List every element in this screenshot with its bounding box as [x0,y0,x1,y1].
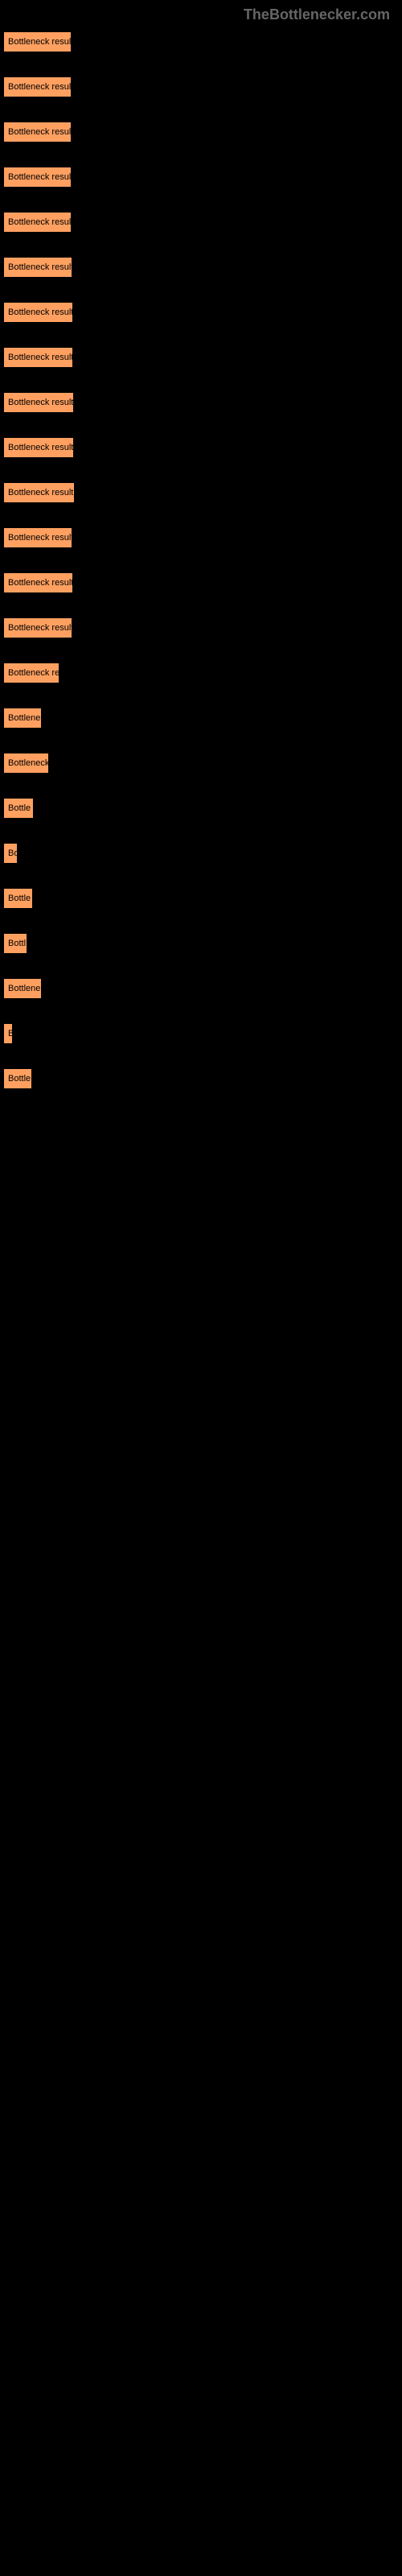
chart-bar: Bottleneck result [3,122,72,142]
bar-row: Bottleneck result [2,122,400,142]
bar-row: B [2,1023,400,1044]
bar-row: Bottleneck result [2,167,400,188]
site-title: TheBottlenecker.com [244,6,390,23]
bar-row: Bottleneck re [2,663,400,683]
chart-bar: Bottleneck result [3,167,72,188]
chart-bar: Bottleneck result [3,31,72,52]
chart-bar: Bottleneck result [3,617,72,638]
bar-row: Bottlene [2,978,400,999]
chart-bar: Bottlene [3,708,42,729]
bar-row: Bottleneck result [2,302,400,323]
chart-bar: Bottleneck result [3,437,74,458]
chart-bar: Bottl [3,933,27,954]
chart-bar: Bottleneck result [3,257,72,278]
bar-label: Bottleneck [8,758,48,768]
chart-bar: Bottleneck result [3,392,74,413]
bar-label: Bottl [8,939,26,948]
bar-row: Bottl [2,933,400,954]
chart-bar: Bo [3,843,18,864]
chart-bar: Bottleneck [3,753,49,774]
bar-row: Bottle [2,798,400,819]
chart-bar: Bottleneck result [3,347,73,368]
bar-label: Bottleneck result [8,578,72,588]
header: TheBottlenecker.com [0,0,402,27]
bar-row: Bottleneck result [2,257,400,278]
bar-label: Bo [8,848,17,858]
bar-label: Bottleneck result [8,623,72,633]
chart-bar: Bottleneck result [3,76,72,97]
bar-row: Bottleneck result [2,437,400,458]
bar-label: Bottle [8,1074,31,1084]
bar-label: Bottleneck result [8,488,73,497]
chart-bar: Bottleneck result [3,572,73,593]
bar-label: Bottleneck result [8,398,73,407]
bar-row: Bottleneck result [2,392,400,413]
bar-label: Bottleneck result [8,533,72,543]
chart-bar: Bottleneck result [3,482,75,503]
bar-label: Bottleneck result [8,82,71,92]
bar-row: Bottleneck result [2,76,400,97]
chart-bar: Bottlene [3,978,42,999]
bar-label: Bottleneck result [8,262,72,272]
chart-bar: Bottle [3,798,34,819]
bar-label: Bottle [8,894,31,903]
chart-bar: B [3,1023,13,1044]
chart-bar: Bottle [3,888,33,909]
bar-row: Bottlene [2,708,400,729]
bar-row: Bottleneck result [2,212,400,233]
bar-label: Bottleneck result [8,308,72,317]
bar-label: Bottleneck result [8,443,73,452]
chart-bar: Bottleneck re [3,663,59,683]
bar-row: Bottle [2,1068,400,1089]
bar-row: Bottleneck result [2,347,400,368]
bar-row: Bottleneck result [2,617,400,638]
bar-row: Bottleneck result [2,31,400,52]
bar-chart: Bottleneck result Bottleneck result Bottle… [0,27,402,1117]
bar-row: Bottle [2,888,400,909]
bar-label: Bottleneck result [8,172,71,182]
bar-row: Bottleneck result [2,527,400,548]
chart-bar: Bottleneck result [3,212,72,233]
bar-label: B [8,1029,12,1038]
chart-bar: Bottle [3,1068,32,1089]
bar-row: Bottleneck [2,753,400,774]
bar-label: Bottleneck result [8,37,71,47]
bar-label: Bottlene [8,984,40,993]
bar-label: Bottleneck result [8,353,72,362]
bar-label: Bottle [8,803,31,813]
bar-label: Bottlene [8,713,40,723]
bar-label: Bottleneck result [8,127,71,137]
chart-bar: Bottleneck result [3,302,73,323]
bar-label: Bottleneck result [8,217,71,227]
bar-row: Bo [2,843,400,864]
bar-label: Bottleneck re [8,668,59,678]
bar-row: Bottleneck result [2,572,400,593]
bar-row: Bottleneck result [2,482,400,503]
chart-bar: Bottleneck result [3,527,72,548]
